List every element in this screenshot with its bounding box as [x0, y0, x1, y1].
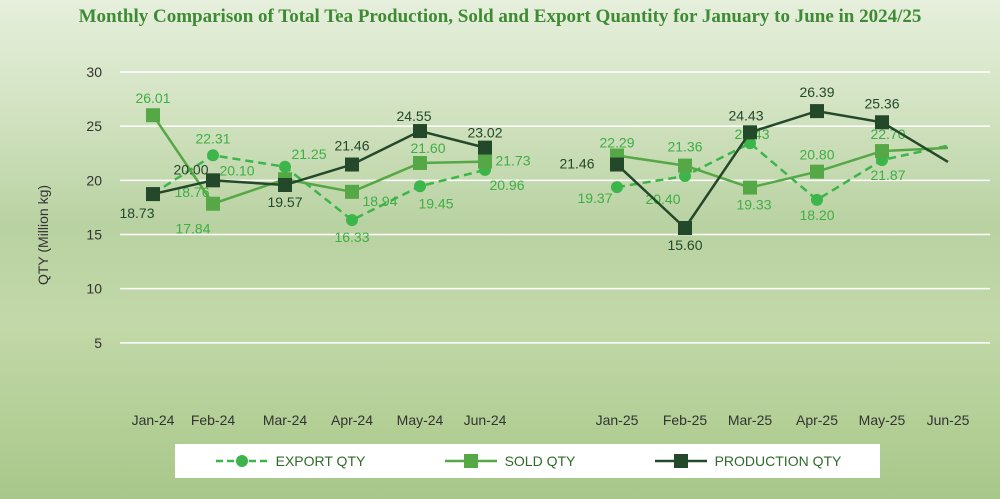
data-label: 19.57 [267, 194, 302, 210]
data-label: 20.00 [173, 161, 208, 177]
legend-item: PRODUCTION QTY [653, 453, 842, 469]
data-label: 20.80 [799, 147, 834, 163]
data-point [678, 158, 692, 173]
data-label: 18.73 [119, 205, 154, 221]
data-label: 20.40 [645, 191, 680, 207]
data-label: 26.01 [135, 90, 170, 106]
data-point [875, 115, 889, 130]
data-label: 17.84 [175, 221, 210, 237]
x-tick-label: Jun-24 [464, 412, 507, 428]
series-line [152, 129, 486, 196]
data-point [413, 124, 427, 139]
data-point [146, 187, 160, 202]
data-label: 21.87 [870, 167, 905, 183]
legend: EXPORT QTY SOLD QTY PRODUCTION QTY [175, 444, 880, 478]
data-label: 19.37 [577, 190, 612, 206]
x-tick-label: Jan-25 [596, 412, 639, 428]
data-point [207, 149, 219, 162]
data-point [478, 154, 492, 169]
data-label: 21.60 [410, 140, 445, 156]
data-label: 21.36 [667, 139, 702, 155]
data-point [743, 180, 757, 195]
y-tick-label: 15 [86, 227, 102, 243]
data-point [279, 160, 291, 173]
data-label: 26.39 [799, 84, 834, 100]
data-label: 22.29 [599, 135, 634, 151]
data-point [345, 184, 359, 199]
data-label: 21.46 [559, 156, 594, 172]
x-tick-label: Feb-24 [191, 412, 236, 428]
data-point [346, 214, 358, 227]
y-tick-label: 10 [86, 281, 102, 297]
data-point [810, 104, 824, 119]
data-point [413, 156, 427, 170]
data-point [146, 108, 160, 123]
data-label: 21.73 [495, 153, 530, 169]
data-point [610, 157, 624, 172]
y-tick-label: 30 [86, 64, 102, 80]
data-point [743, 125, 757, 140]
series-line [152, 153, 486, 222]
chart-title: Monthly Comparison of Total Tea Producti… [78, 6, 922, 27]
data-label: 24.55 [396, 108, 431, 124]
series-line [616, 141, 949, 202]
legend-label: EXPORT QTY [275, 453, 366, 469]
data-point [678, 221, 692, 235]
series-production-qty: 18.73 20.00 19.57 21.46 24.55 23.02 21.46 15.60… [119, 84, 949, 253]
y-tick-label: 25 [86, 118, 102, 134]
data-label: 25.36 [864, 95, 899, 111]
data-label: 23.02 [467, 125, 502, 141]
data-point [206, 196, 220, 211]
data-point [414, 180, 426, 193]
y-tick-label: 5 [94, 335, 102, 351]
data-label: 16.33 [334, 229, 369, 245]
y-tick-label: 20 [86, 172, 102, 188]
series-line [151, 114, 486, 206]
data-point [810, 164, 824, 179]
data-label: 24.43 [728, 107, 763, 123]
data-label: 18.94 [362, 193, 397, 209]
data-point [679, 170, 691, 182]
x-tick-label: Mar-24 [263, 412, 308, 428]
data-label: 20.96 [489, 177, 524, 193]
data-point [875, 144, 889, 159]
x-tick-label: Feb-25 [663, 412, 708, 428]
series-line [616, 146, 949, 189]
data-point [478, 140, 492, 155]
data-point [811, 193, 823, 206]
data-point [744, 137, 756, 150]
data-point [611, 181, 623, 194]
circle-marker-icon [215, 455, 268, 467]
data-label: 20.10 [219, 162, 254, 178]
data-point [345, 157, 359, 172]
data-point [206, 173, 220, 188]
x-tick-label: Apr-25 [796, 412, 838, 428]
data-label: 21.46 [334, 138, 369, 154]
data-label: 19.45 [418, 195, 453, 211]
legend-label: PRODUCTION QTY [714, 453, 842, 469]
data-label: 15.60 [667, 237, 702, 253]
x-tick-label: Jan-24 [132, 412, 175, 428]
legend-label: SOLD QTY [504, 453, 576, 469]
data-point [278, 177, 292, 192]
square-marker-icon [444, 454, 497, 468]
square-marker-icon [654, 454, 707, 468]
x-tick-label: Jun-25 [927, 412, 970, 428]
y-axis-label: QTY (Million kg) [35, 185, 51, 285]
series-line [616, 109, 949, 230]
x-tick-label: Apr-24 [331, 412, 373, 428]
x-tick-label: Mar-25 [728, 412, 773, 428]
x-tick-label: May-24 [397, 412, 444, 428]
x-tick-label: May-25 [859, 412, 906, 428]
data-label: 18.20 [799, 207, 834, 223]
legend-item: SOLD QTY [443, 453, 576, 469]
data-label: 19.33 [736, 197, 771, 213]
legend-item: EXPORT QTY [214, 453, 366, 469]
data-label: 21.25 [291, 146, 326, 162]
data-label: 22.31 [195, 130, 230, 146]
